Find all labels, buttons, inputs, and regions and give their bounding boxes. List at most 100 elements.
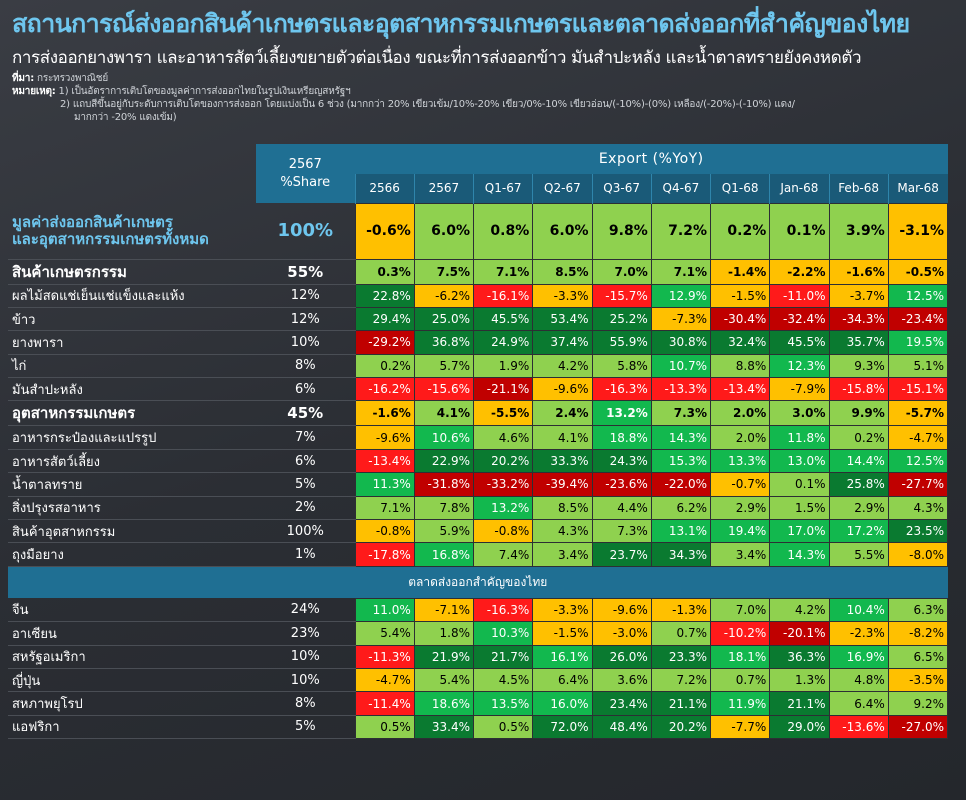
row-label: อาหารสัตว์เลี้ยง <box>8 449 256 474</box>
row-share: 6% <box>256 449 355 474</box>
growth-cell: 0.3% <box>354 258 415 285</box>
growth-cell: -8.2% <box>887 621 949 646</box>
growth-cell: 17.0% <box>769 519 830 544</box>
growth-cell: -22.0% <box>650 472 712 497</box>
period-header-row: 2566 2567 Q1-67 Q2-67 Q3-67 Q4-67 Q1-68 Jan-68 F… <box>8 174 948 203</box>
row-label: แอฟริกา <box>8 715 256 740</box>
growth-cell: -3.3% <box>532 283 593 308</box>
growth-cell: 7.3% <box>591 519 652 544</box>
growth-cell: -1.6% <box>828 258 889 285</box>
row-share: 12% <box>256 307 355 332</box>
growth-cell: 4.1% <box>413 400 475 427</box>
growth-cell: 4.2% <box>532 353 593 379</box>
growth-cell: 2.4% <box>532 400 593 427</box>
growth-cell: -15.1% <box>887 377 949 402</box>
row-share: 10% <box>256 645 355 669</box>
growth-cell: 20.2% <box>472 448 534 474</box>
growth-cell: 13.5% <box>472 691 534 716</box>
growth-cell: 12.3% <box>769 353 830 379</box>
export-header: Export (%YoY) <box>355 144 948 174</box>
row-share: 55% <box>256 259 355 285</box>
growth-cell: 6.0% <box>532 202 593 260</box>
growth-cell: 13.0% <box>769 448 830 474</box>
growth-cell: -39.4% <box>532 472 593 497</box>
growth-cell: 5.7% <box>413 353 475 379</box>
source-text: กระทรวงพาณิชย์ <box>36 73 108 84</box>
row-label: อาหารกระป๋องและแปรรูป <box>8 425 256 450</box>
row-label: สหภาพยุโรป <box>8 691 256 716</box>
market-section-row: ตลาดส่งออกสำคัญของไทย <box>8 566 948 599</box>
row-label: สินค้าอุตสาหกรรม <box>8 519 256 544</box>
product-row: มูลค่าส่งออกสินค้าเกษตร และอุตสาหกรรมเกษ… <box>8 202 949 260</box>
products-body: มูลค่าส่งออกสินค้าเกษตร และอุตสาหกรรมเกษ… <box>8 202 949 567</box>
growth-cell: 0.5% <box>354 714 415 740</box>
row-share: 23% <box>256 621 355 646</box>
growth-cell: 16.8% <box>413 542 475 567</box>
growth-cell: 1.3% <box>769 667 830 693</box>
row-share: 5% <box>256 472 355 497</box>
notes: ที่มา: กระทรวงพาณิชย์ หมายเหตุ: 1) เป็นอ… <box>12 72 795 124</box>
growth-cell: -6.2% <box>413 283 475 308</box>
row-share: 12% <box>256 284 355 308</box>
growth-cell: 14.4% <box>828 448 889 474</box>
growth-cell: 10.4% <box>828 597 889 623</box>
growth-cell: 9.9% <box>828 400 889 427</box>
growth-cell: 10.6% <box>413 425 475 450</box>
note-line-1: หมายเหตุ: 1) เป็นอัตราการเติบโตของมูลค่า… <box>12 85 795 98</box>
growth-cell: 7.1% <box>354 495 415 521</box>
product-row: สินค้าเกษตรกรรม 55% 0.3% 7.5% 7.1% 8.5% 7.0% 7.… <box>8 258 949 285</box>
row-share: 100% <box>256 203 355 260</box>
growth-cell: 15.3% <box>650 448 712 474</box>
row-label: มูลค่าส่งออกสินค้าเกษตร และอุตสาหกรรมเกษ… <box>8 203 256 260</box>
growth-cell: -27.7% <box>887 472 949 497</box>
market-row: สหรัฐอเมริกา 10% -11.3% 21.9% 21.7% 16.1% 26.0… <box>8 644 949 669</box>
growth-cell: 12.9% <box>650 283 712 308</box>
period-header: 2566 <box>354 174 415 203</box>
growth-cell: 13.1% <box>650 519 712 544</box>
growth-cell: 36.3% <box>769 644 830 669</box>
growth-cell: 5.9% <box>413 519 475 544</box>
growth-cell: 6.4% <box>828 691 889 716</box>
market-row: อาเซียน 23% 5.4% 1.8% 10.3% -1.5% -3.0% 0.7% -10… <box>8 621 949 646</box>
growth-cell: 45.5% <box>769 330 830 355</box>
growth-cell: -1.6% <box>354 400 415 427</box>
growth-cell: -21.1% <box>472 377 534 402</box>
period-header: Mar-68 <box>887 174 948 203</box>
growth-cell: -0.8% <box>472 519 534 544</box>
source-line: ที่มา: กระทรวงพาณิชย์ <box>12 72 795 85</box>
growth-cell: 0.7% <box>709 667 771 693</box>
row-label: สิ่งปรุงรสอาหาร <box>8 496 256 521</box>
growth-cell: 22.9% <box>413 448 475 474</box>
growth-cell: -9.6% <box>532 377 593 402</box>
growth-cell: 21.1% <box>769 691 830 716</box>
growth-cell: 4.2% <box>769 597 830 623</box>
growth-cell: 1.5% <box>769 495 830 521</box>
share-label: %Share <box>280 174 331 190</box>
growth-cell: -3.0% <box>591 621 652 646</box>
row-share: 8% <box>256 354 355 379</box>
growth-cell: 21.1% <box>650 691 712 716</box>
growth-cell: -2.2% <box>769 258 830 285</box>
row-share: 45% <box>256 400 355 427</box>
growth-cell: -15.8% <box>828 377 889 402</box>
period-header: Q1-67 <box>472 174 533 203</box>
growth-cell: 19.5% <box>887 330 949 355</box>
growth-cell: 6.4% <box>532 667 593 693</box>
growth-cell: 11.3% <box>354 472 415 497</box>
growth-cell: 3.4% <box>709 542 771 567</box>
growth-cell: 3.4% <box>532 542 593 567</box>
market-section: ตลาดส่งออกสำคัญของไทย <box>8 566 948 599</box>
growth-cell: -3.7% <box>828 283 889 308</box>
growth-cell: 24.9% <box>472 330 534 355</box>
period-header: 2567 <box>413 174 474 203</box>
growth-cell: -16.3% <box>591 377 652 402</box>
growth-cell: -15.6% <box>413 377 475 402</box>
growth-cell: 5.5% <box>828 542 889 567</box>
growth-cell: 37.4% <box>532 330 593 355</box>
growth-cell: 6.0% <box>413 202 475 260</box>
product-row: น้ำตาลทราย 5% 11.3% -31.8% -33.2% -39.4% -23.6… <box>8 472 949 497</box>
growth-cell: 1.8% <box>413 621 475 646</box>
growth-cell: -0.8% <box>354 519 415 544</box>
growth-cell: 4.3% <box>887 495 949 521</box>
growth-cell: 16.0% <box>532 691 593 716</box>
